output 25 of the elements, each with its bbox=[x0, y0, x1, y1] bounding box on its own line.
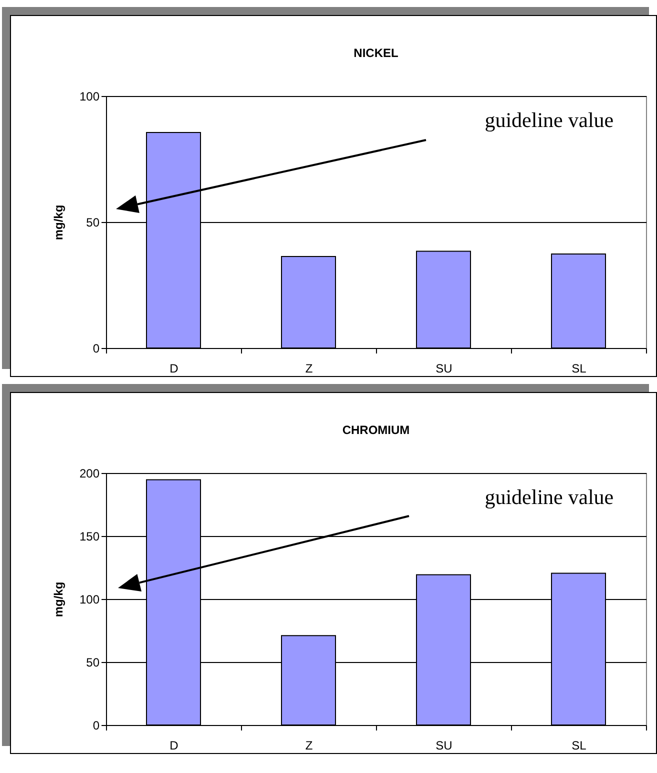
y-tick-label: 100 bbox=[79, 90, 100, 104]
y-tick-label: 200 bbox=[79, 466, 100, 480]
y-tick-label: 100 bbox=[79, 592, 100, 606]
y-tick-label: 50 bbox=[86, 216, 100, 230]
x-tick-label: Z bbox=[305, 738, 313, 752]
bar bbox=[551, 254, 606, 348]
y-tick-label: 0 bbox=[92, 718, 100, 732]
bar bbox=[416, 250, 471, 348]
bar bbox=[281, 256, 336, 348]
y-axis-title: mg/kg bbox=[51, 582, 66, 618]
x-tick-label: D bbox=[170, 738, 179, 752]
x-tick-label: SU bbox=[436, 362, 452, 376]
x-tick-label: D bbox=[170, 362, 179, 376]
y-axis-title: mg/kg bbox=[51, 204, 66, 240]
x-tick-label: SL bbox=[572, 362, 587, 376]
annotation: guideline value bbox=[484, 485, 614, 509]
x-tick-label: SU bbox=[436, 738, 452, 752]
chart-title: NICKEL bbox=[354, 46, 398, 60]
y-tick-label: 0 bbox=[92, 342, 100, 356]
x-tick-label: Z bbox=[305, 362, 313, 376]
x-tick-label: SL bbox=[572, 738, 587, 752]
chart-title: CHROMIUM bbox=[342, 423, 410, 437]
y-tick-label: 150 bbox=[79, 530, 100, 544]
y-tick-label: 50 bbox=[86, 656, 100, 670]
annotation: guideline value bbox=[484, 108, 614, 132]
